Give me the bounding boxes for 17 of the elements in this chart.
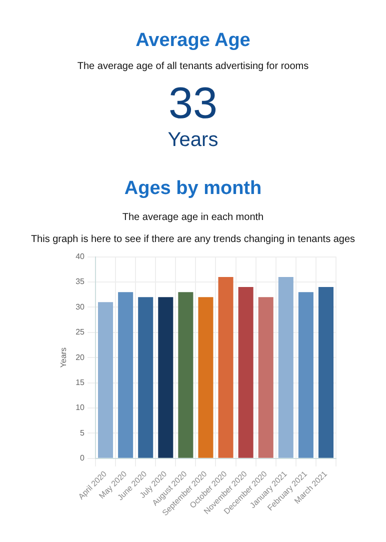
text: This graph is here to see if there are any trends changing in tenants ages [30,234,356,245]
y-axis-title: Years [59,348,68,368]
y-tick-label: 20 [76,352,86,362]
y-tick-label: 25 [76,328,86,337]
chart-title: Ages by month [123,178,263,200]
y-tick-label: 15 [76,378,86,387]
text: Years [166,129,220,151]
y-tick-label: 0 [80,454,86,463]
y-tick-label: 5 [80,428,86,438]
text: The average age of all tenants advertising for rooms [76,61,310,72]
text: 33 [168,79,218,128]
y-tick-label: 40 [76,252,86,262]
y-tick-label: 10 [76,403,86,412]
y-tick-label: 30 [76,302,86,312]
text: Average Age [134,30,252,52]
chart-subtitle: The average age in each month [121,212,265,223]
y-tick-label: 35 [76,277,86,286]
